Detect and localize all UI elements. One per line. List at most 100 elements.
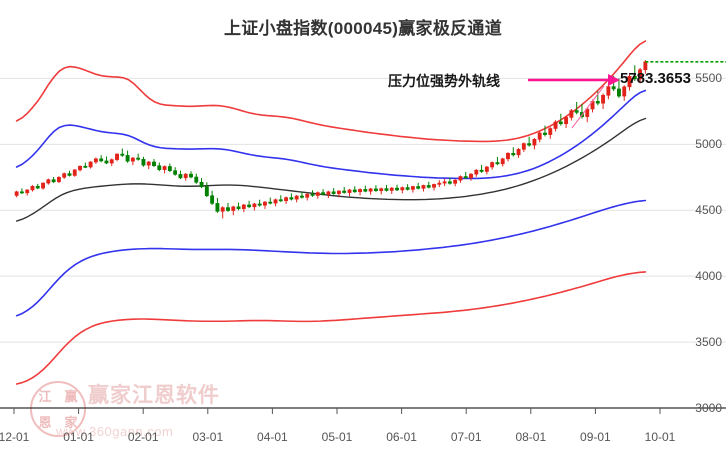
candle-body xyxy=(99,158,104,162)
candle-body xyxy=(93,158,98,163)
candle-body xyxy=(548,128,553,135)
x-tick-label: 05-01 xyxy=(321,430,353,444)
candle-body xyxy=(585,108,590,117)
x-tick-label: 04-01 xyxy=(257,430,288,444)
candle-body xyxy=(167,166,172,171)
candle-body xyxy=(19,191,24,194)
candle-body xyxy=(474,169,479,175)
y-tick-label: 3000 xyxy=(695,401,722,415)
x-tick-label: 10-01 xyxy=(644,430,676,444)
candle-body xyxy=(41,182,45,189)
series-line xyxy=(15,40,647,143)
candle-body xyxy=(389,187,394,191)
candle-body xyxy=(30,185,35,191)
candle-body xyxy=(495,162,500,165)
watermark-seal: 江 赢 恩 家 xyxy=(30,381,86,437)
candle-body xyxy=(638,69,643,80)
candle-body xyxy=(521,143,526,150)
candle-body xyxy=(252,203,257,208)
candle-body xyxy=(210,195,215,204)
page-title: 上证小盘指数(000045)赢家极反通道 xyxy=(223,19,503,38)
candle-body xyxy=(632,76,637,80)
candle-body xyxy=(220,207,225,212)
candle-body xyxy=(442,181,447,184)
x-tick-label: 03-01 xyxy=(192,430,224,444)
candle-body xyxy=(268,201,273,204)
candle-body xyxy=(347,189,352,193)
candle-body xyxy=(479,169,484,172)
candle-body xyxy=(310,193,315,196)
y-tick-label: 4000 xyxy=(695,269,722,284)
candle-body xyxy=(617,88,621,97)
candle-body xyxy=(463,176,468,179)
candle-body xyxy=(395,187,399,191)
candle-body xyxy=(516,149,521,156)
candle-body xyxy=(83,165,88,168)
candle-body xyxy=(405,187,410,190)
candle-body xyxy=(564,117,569,125)
candle-body xyxy=(484,166,489,172)
annotation-leader-line xyxy=(571,85,605,129)
candle-body xyxy=(183,173,188,179)
candle-body xyxy=(115,153,119,160)
candle-body xyxy=(532,139,537,146)
candle-body xyxy=(51,179,56,183)
candle-body xyxy=(458,176,463,181)
candle-body xyxy=(189,173,193,178)
candle-body xyxy=(241,204,246,209)
x-tick-label: 07-01 xyxy=(450,430,482,444)
candle-body xyxy=(511,152,516,156)
x-tick-label: 01-01 xyxy=(63,430,94,444)
candle-body xyxy=(146,161,151,166)
candle-body xyxy=(278,199,283,202)
candle-body xyxy=(643,61,648,71)
candle-body xyxy=(46,179,51,184)
resistance-annotation-value: 5783.3653 xyxy=(620,70,691,87)
candle-body xyxy=(178,174,183,179)
candle-body xyxy=(331,191,336,194)
seal-char: 江 xyxy=(38,388,52,404)
seal-char: 赢 xyxy=(64,388,78,404)
candle-body xyxy=(553,121,558,129)
candle-body xyxy=(294,195,299,200)
series-line xyxy=(15,117,647,222)
candle-body xyxy=(447,181,452,184)
candle-body xyxy=(384,188,389,191)
candle-body xyxy=(315,192,320,196)
candle-body xyxy=(231,206,236,211)
watermark-brand: 赢家江恩软件 xyxy=(88,384,220,407)
series-line xyxy=(15,271,647,385)
y-tick-label: 4500 xyxy=(695,203,722,218)
candle-body xyxy=(125,155,130,162)
x-tick-label: 02-01 xyxy=(127,430,159,444)
candle-body xyxy=(527,143,532,146)
y-tick-label: 5500 xyxy=(695,71,722,86)
candle-body xyxy=(601,94,606,104)
annotation-arrow-head xyxy=(608,74,620,86)
candle-body xyxy=(453,179,458,184)
candle-body xyxy=(305,193,310,198)
series-line xyxy=(15,89,647,180)
candle-body xyxy=(469,173,473,179)
candle-body xyxy=(257,203,262,206)
y-tick-label: 5000 xyxy=(695,137,722,152)
candle-body xyxy=(537,132,542,140)
candle-body xyxy=(421,185,426,189)
candle-body xyxy=(141,159,146,166)
candle-body xyxy=(574,110,579,113)
candle-body xyxy=(273,199,278,204)
candle-body xyxy=(400,187,405,191)
candle-body xyxy=(358,189,362,193)
candle-body xyxy=(321,192,326,195)
candle-body xyxy=(173,170,178,175)
candle-body xyxy=(416,186,421,189)
candle-body xyxy=(506,152,510,160)
y-tick-label: 3500 xyxy=(695,335,722,350)
candle-body xyxy=(236,206,241,209)
candle-body xyxy=(490,162,495,168)
x-tick-label: 12-01 xyxy=(0,430,30,444)
candle-body xyxy=(289,197,294,200)
candle-body xyxy=(342,190,347,193)
